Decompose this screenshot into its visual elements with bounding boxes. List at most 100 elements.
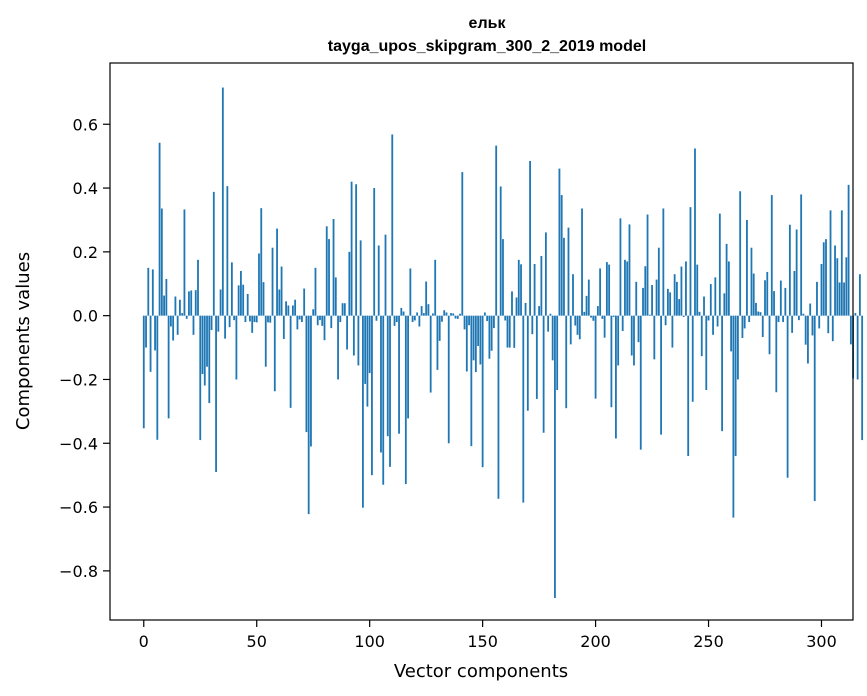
- bar-53: [262, 282, 265, 316]
- bar-174: [535, 315, 538, 399]
- bar-85: [334, 277, 337, 316]
- bar-96: [359, 240, 362, 316]
- bar-171: [529, 160, 531, 316]
- bar-298: [816, 281, 818, 316]
- y-tick-label: −0.2: [59, 370, 98, 389]
- bar-242: [689, 207, 692, 316]
- bar-205: [605, 262, 608, 316]
- chart-subtitle: tayga_upos_skipgram_300_2_2019 model: [328, 38, 646, 55]
- bar-160: [504, 315, 507, 321]
- bar-76: [314, 267, 317, 316]
- bar-175: [538, 306, 541, 316]
- y-tick-label: 0.2: [73, 243, 98, 262]
- bar-279: [773, 291, 775, 316]
- bar-69: [298, 315, 301, 320]
- y-tick-label: −0.4: [59, 434, 98, 453]
- bar-50: [255, 315, 258, 323]
- bar-134: [445, 312, 448, 316]
- bar-146: [472, 315, 475, 361]
- bar-235: [673, 274, 676, 316]
- bar-304: [829, 210, 832, 316]
- bar-220: [639, 315, 642, 450]
- y-tick-label: 0.6: [73, 115, 98, 134]
- bar-157: [497, 315, 500, 499]
- bar-194: [581, 208, 583, 316]
- bar-164: [513, 315, 516, 348]
- bar-8: [160, 208, 163, 316]
- bar-33: [217, 315, 220, 332]
- bar-47: [249, 315, 251, 322]
- bar-211: [619, 218, 622, 316]
- bar-173: [533, 263, 536, 316]
- bar-17: [181, 313, 184, 316]
- bar-262: [734, 315, 737, 457]
- bar-251: [709, 284, 712, 316]
- bar-152: [486, 315, 489, 322]
- bar-222: [644, 266, 647, 316]
- bar-269: [750, 247, 753, 316]
- bar-232: [666, 288, 669, 316]
- bar-266: [743, 315, 746, 329]
- bar-318: [861, 315, 864, 441]
- bar-28: [206, 315, 208, 367]
- bar-64: [287, 305, 290, 316]
- bar-115: [402, 311, 405, 316]
- bar-208: [612, 315, 615, 317]
- bar-172: [531, 315, 534, 335]
- chart-title: ельк: [469, 15, 507, 32]
- bar-121: [416, 312, 419, 316]
- bar-219: [637, 315, 640, 343]
- bar-256: [721, 315, 723, 432]
- bar-41: [235, 315, 238, 380]
- bar-71: [303, 288, 306, 316]
- bar-207: [610, 315, 613, 408]
- bar-227: [655, 279, 658, 316]
- bar-181: [551, 315, 554, 361]
- bar-82: [328, 239, 330, 316]
- bar-14: [174, 296, 177, 316]
- bar-95: [357, 315, 360, 366]
- bar-25: [199, 315, 202, 441]
- bar-252: [712, 315, 714, 335]
- x-axis-label: Vector components: [394, 661, 568, 682]
- bar-182: [554, 315, 556, 598]
- bar-193: [578, 315, 581, 340]
- y-axis: −0.8 −0.6 −0.4 −0.2 0.0 0.2 0.4 0.6: [59, 115, 110, 581]
- bar-287: [791, 315, 794, 333]
- bar-200: [594, 315, 597, 399]
- bar-151: [483, 312, 486, 316]
- bar-90: [346, 315, 348, 350]
- bar-129: [434, 259, 437, 316]
- bar-286: [788, 224, 791, 316]
- bar-278: [770, 195, 773, 316]
- bar-122: [418, 315, 421, 327]
- bar-86: [337, 315, 339, 380]
- bar-309: [840, 210, 843, 316]
- x-tick-label: 150: [467, 632, 498, 651]
- bar-226: [653, 315, 656, 360]
- bar-74: [310, 315, 312, 447]
- bar-147: [474, 315, 477, 373]
- bar-140: [459, 313, 461, 316]
- y-axis-label: Components values: [13, 252, 34, 430]
- bar-23: [194, 290, 197, 316]
- bar-102: [373, 188, 376, 316]
- bar-206: [608, 264, 611, 316]
- bar-163: [511, 291, 513, 316]
- bar-271: [755, 302, 757, 316]
- bar-188: [567, 227, 570, 316]
- bar-192: [576, 315, 579, 335]
- bar-42: [237, 285, 240, 316]
- bar-280: [775, 315, 778, 393]
- bar-127: [429, 315, 432, 393]
- bar-199: [592, 315, 595, 321]
- bar-34: [219, 289, 222, 316]
- bar-225: [651, 285, 653, 316]
- bar-215: [628, 224, 631, 316]
- bar-236: [676, 281, 678, 316]
- bar-203: [601, 315, 604, 319]
- x-tick-label: 0: [139, 632, 149, 651]
- bar-165: [515, 297, 518, 316]
- bar-168: [522, 315, 525, 503]
- bar-110: [391, 134, 394, 316]
